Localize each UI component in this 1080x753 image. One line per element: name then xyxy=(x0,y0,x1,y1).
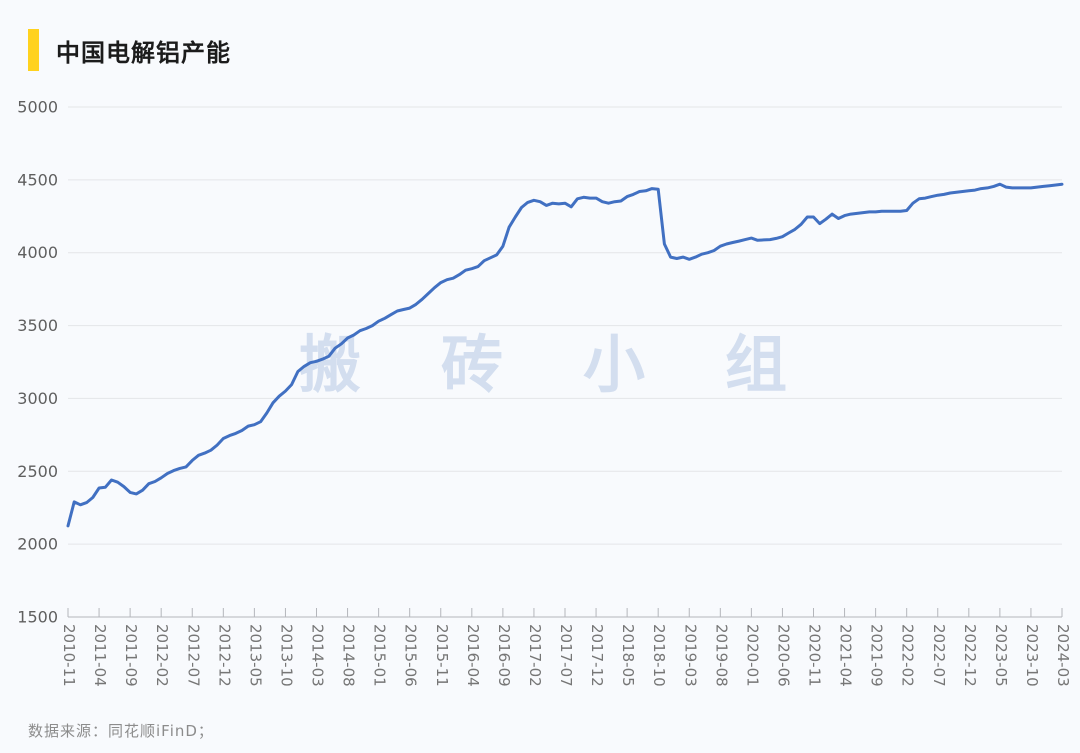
x-axis-label: 2012-12 xyxy=(215,624,233,687)
x-axis-label: 2020-01 xyxy=(743,624,761,687)
x-axis-label: 2017-12 xyxy=(588,624,606,687)
x-axis-label: 2024-03 xyxy=(1054,624,1072,687)
capacity-line xyxy=(66,182,1064,528)
x-axis-label: 2022-02 xyxy=(899,624,917,687)
watermark: 搬砖小组 xyxy=(299,328,867,401)
y-axis-label: 4000 xyxy=(17,243,58,262)
x-axis-label: 2017-07 xyxy=(557,624,575,687)
x-axis-label: 2011-04 xyxy=(91,624,109,687)
x-axis-label: 2021-09 xyxy=(868,624,886,687)
x-axis-label: 2014-03 xyxy=(309,624,327,687)
y-axis-label: 1500 xyxy=(17,608,58,627)
x-axis-label: 2019-08 xyxy=(712,624,730,687)
x-axis-label: 2012-02 xyxy=(153,624,171,687)
y-axis-label: 3000 xyxy=(17,389,58,408)
y-axis-label: 5000 xyxy=(17,98,58,117)
x-axis-label: 2020-11 xyxy=(806,624,824,687)
x-axis-label: 2023-05 xyxy=(992,624,1010,687)
x-axis-label: 2022-12 xyxy=(961,624,979,687)
title-accent-bar xyxy=(28,29,39,71)
y-axis-label: 4500 xyxy=(17,170,58,189)
x-axis-label: 2022-07 xyxy=(930,624,948,687)
y-axis-label: 3500 xyxy=(17,316,58,335)
x-axis-label: 2016-04 xyxy=(464,624,482,687)
x-axis-label: 2011-09 xyxy=(122,624,140,687)
x-axis-label: 2020-06 xyxy=(774,624,792,687)
page-title: 中国电解铝产能 xyxy=(56,38,231,67)
x-axis-label: 2010-11 xyxy=(60,624,78,687)
x-axis-label: 2015-01 xyxy=(371,624,389,687)
x-axis-label: 2018-05 xyxy=(619,624,637,687)
x-axis-label: 2016-09 xyxy=(495,624,513,687)
data-source-note: 数据来源：同花顺iFinD； xyxy=(28,722,214,740)
capacity-line-chart: 1500 2000 2500 3000 3500 4000 4500 5000 搬砖小组 2010… xyxy=(17,98,1072,687)
x-axis-label: 2015-11 xyxy=(433,624,451,687)
chart-area: 1500 2000 2500 3000 3500 4000 4500 5000 搬砖小组 2010… xyxy=(0,80,1080,709)
x-axis-label: 2023-10 xyxy=(1023,624,1041,687)
y-axis-label: 2500 xyxy=(17,462,58,481)
x-axis-label: 2019-03 xyxy=(681,624,699,687)
x-axis-label: 2013-10 xyxy=(277,624,295,687)
x-axis-label: 2021-04 xyxy=(837,624,855,687)
x-axis-label: 2017-02 xyxy=(526,624,544,687)
x-axis-label: 2012-07 xyxy=(184,624,202,687)
x-axis-label: 2013-05 xyxy=(246,624,264,687)
chart-header: 中国电解铝产能 xyxy=(28,28,231,72)
y-axis-label: 2000 xyxy=(17,535,58,554)
x-axis-label: 2018-10 xyxy=(650,624,668,687)
x-axis-label: 2015-06 xyxy=(402,624,420,687)
x-axis-label: 2014-08 xyxy=(340,624,358,687)
